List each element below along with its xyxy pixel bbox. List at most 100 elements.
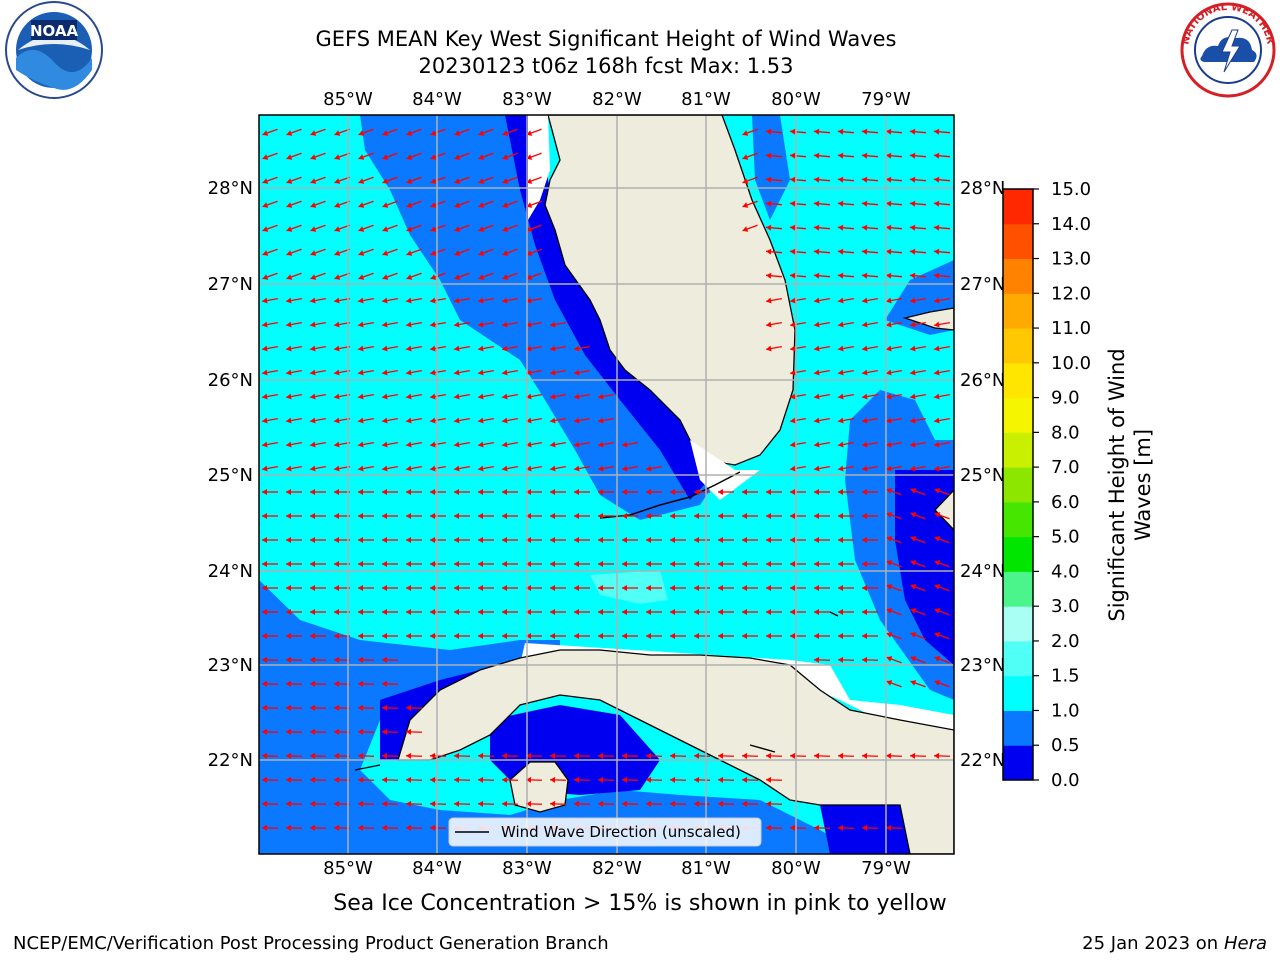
wave-arrow	[406, 513, 422, 519]
wave-arrow	[309, 704, 327, 711]
wave-arrow	[477, 800, 495, 807]
wave-arrow	[909, 752, 927, 759]
wave-arrow	[934, 417, 950, 424]
wave-arrow	[838, 561, 854, 567]
wave-arrow	[454, 393, 470, 400]
wave-arrow	[429, 824, 447, 831]
wave-arrow	[909, 248, 927, 255]
wave-arrow	[526, 176, 542, 184]
wave-arrow	[885, 176, 903, 183]
wave-arrow	[622, 633, 638, 639]
wave-arrow	[358, 224, 374, 232]
wave-arrow	[742, 537, 758, 543]
wave-arrow	[622, 561, 638, 567]
wave-arrow	[790, 369, 806, 376]
wave-arrow	[765, 272, 783, 279]
wave-arrow	[718, 561, 734, 567]
wave-arrow	[478, 248, 494, 256]
wave-arrow	[910, 297, 926, 304]
wave-arrow	[814, 561, 830, 567]
wave-arrow	[382, 393, 398, 400]
lat-label: 24°N	[960, 561, 1005, 582]
colorbar-title-line2: Waves [m]	[1131, 429, 1155, 541]
wave-arrow	[886, 393, 902, 400]
wave-arrow	[910, 680, 926, 688]
wave-arrow	[861, 248, 879, 255]
wave-arrow	[454, 345, 470, 352]
wave-arrow	[262, 248, 278, 256]
wave-arrow	[381, 776, 399, 783]
wave-arrow	[886, 512, 902, 520]
wave-arrow	[309, 824, 327, 831]
wave-arrow	[886, 656, 902, 664]
wave-arrow	[837, 752, 855, 759]
wave-arrow	[862, 369, 878, 376]
wave-arrow	[358, 369, 374, 376]
wave-arrow	[454, 561, 470, 567]
wave-arrow	[454, 489, 470, 495]
wave-arrow	[861, 824, 879, 831]
wave-arrow	[813, 752, 831, 759]
wave-arrow	[670, 609, 686, 615]
wave-arrow	[310, 417, 326, 424]
wave-arrow	[862, 465, 878, 472]
wave-arrow	[501, 800, 519, 807]
colorbar-tick-label: 10.0	[1051, 353, 1091, 374]
wave-arrow	[669, 800, 687, 807]
colorbar	[1002, 188, 1034, 781]
wave-arrow	[381, 680, 399, 687]
wave-arrow	[478, 489, 494, 495]
wave-arrow	[502, 465, 518, 472]
wave-arrow	[285, 680, 303, 687]
wave-arrow	[646, 585, 662, 591]
wave-arrow	[933, 176, 951, 183]
wave-arrow	[550, 561, 566, 567]
wave-arrow	[309, 728, 327, 735]
wave-arrow	[742, 152, 758, 160]
wave-arrow	[814, 321, 830, 328]
wave-arrow	[694, 561, 710, 567]
wave-arrow	[502, 537, 518, 543]
wave-arrow	[261, 728, 279, 735]
wave-arrow	[310, 609, 326, 615]
wave-arrow	[454, 417, 470, 424]
wave-arrow	[934, 345, 950, 352]
wave-arrow	[789, 128, 807, 135]
wave-arrow	[885, 824, 903, 831]
wave-arrow	[670, 537, 686, 543]
wave-arrow	[357, 800, 375, 807]
wave-arrow	[381, 728, 399, 735]
wave-arrow	[886, 441, 902, 448]
colorbar-segment	[1003, 467, 1033, 503]
wave-arrow	[358, 128, 374, 136]
wave-arrow	[549, 752, 567, 759]
wave-arrow	[814, 633, 830, 639]
wave-arrow	[526, 248, 542, 256]
wave-arrow	[358, 345, 374, 352]
wave-arrow	[285, 824, 303, 831]
wave-arrow	[934, 441, 950, 448]
wave-arrow	[406, 393, 422, 400]
wave-arrow	[286, 489, 302, 495]
wave-arrow	[790, 609, 806, 615]
wave-arrow	[862, 489, 878, 495]
wave-arrow	[742, 176, 758, 184]
wave-arrow	[670, 513, 686, 519]
wave-arrow	[405, 824, 423, 831]
wave-arrow	[598, 633, 614, 639]
wave-arrow	[862, 297, 878, 304]
wave-arrow	[358, 393, 374, 400]
wave-arrow	[382, 272, 398, 280]
colorbar-tick-label: 12.0	[1051, 283, 1091, 304]
wave-arrow	[454, 248, 470, 256]
wave-arrow	[310, 369, 326, 376]
wave-arrow	[430, 272, 446, 280]
wave-arrow	[837, 176, 855, 183]
wave-arrow	[478, 128, 494, 136]
wave-arrow	[430, 176, 446, 184]
wave-arrow	[646, 633, 662, 639]
wave-arrow	[550, 513, 566, 519]
wave-arrow	[382, 417, 398, 424]
wave-arrow	[526, 561, 542, 567]
